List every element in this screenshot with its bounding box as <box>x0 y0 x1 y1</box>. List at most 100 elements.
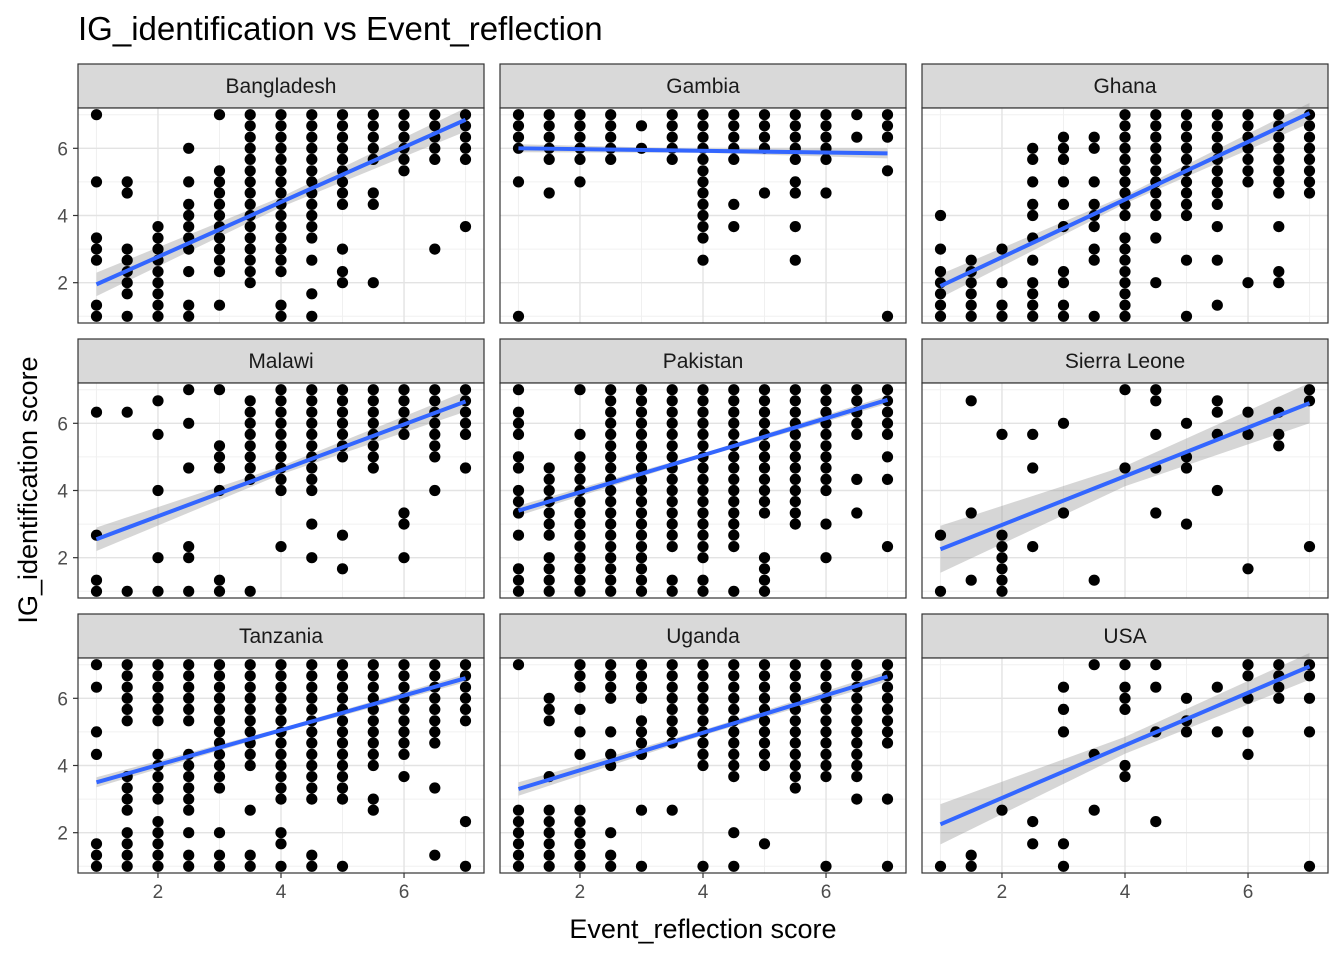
data-point <box>574 659 586 671</box>
data-point <box>213 440 226 452</box>
data-point <box>152 827 164 839</box>
data-point <box>728 451 740 463</box>
data-point <box>336 715 349 727</box>
data-point <box>275 670 287 682</box>
data-point <box>213 232 226 244</box>
data-point <box>697 462 709 474</box>
data-point <box>183 417 195 429</box>
data-point <box>574 838 586 850</box>
data-point <box>306 288 318 300</box>
data-point <box>512 451 525 463</box>
data-point <box>1057 507 1070 519</box>
data-point <box>213 771 226 783</box>
data-point <box>820 120 832 132</box>
data-point <box>574 496 586 508</box>
data-point <box>728 462 740 474</box>
data-point <box>1242 176 1254 188</box>
data-point <box>306 860 318 872</box>
data-point <box>851 726 863 738</box>
data-point <box>213 384 226 396</box>
data-point <box>697 585 709 597</box>
data-point <box>367 462 379 474</box>
data-point <box>934 529 947 541</box>
data-point <box>1211 726 1223 738</box>
x-tick-label: 2 <box>153 882 164 903</box>
data-point <box>306 153 318 165</box>
data-point <box>275 659 287 671</box>
data-point <box>275 782 287 794</box>
data-point <box>758 670 771 682</box>
data-point <box>244 176 256 188</box>
data-point <box>398 726 410 738</box>
data-point <box>398 395 410 407</box>
data-point <box>881 737 894 749</box>
data-point <box>1242 153 1254 165</box>
data-point <box>213 782 226 794</box>
data-point <box>758 659 771 671</box>
data-point <box>336 659 349 671</box>
data-point <box>121 703 133 716</box>
data-point <box>429 451 441 463</box>
data-point <box>275 406 287 418</box>
data-point <box>881 120 894 132</box>
data-point <box>336 131 349 143</box>
data-point <box>398 748 410 761</box>
data-point <box>1119 153 1131 165</box>
data-point <box>275 715 287 727</box>
data-point <box>605 529 617 541</box>
y-tick-label: 4 <box>57 482 68 503</box>
data-point <box>275 310 287 322</box>
data-point <box>574 552 586 564</box>
data-point <box>996 804 1008 816</box>
data-point <box>543 816 555 828</box>
data-point <box>728 131 740 143</box>
facet-strip-label: Pakistan <box>663 350 744 373</box>
data-point <box>336 142 349 154</box>
data-point <box>429 703 441 716</box>
data-point <box>881 692 894 704</box>
facet-strip-label: Uganda <box>666 625 740 648</box>
data-point <box>213 254 226 266</box>
data-point <box>728 827 740 839</box>
data-point <box>1057 838 1070 850</box>
data-point <box>429 395 441 407</box>
data-point <box>306 120 318 132</box>
data-point <box>306 681 318 693</box>
data-point <box>1180 417 1193 429</box>
data-point <box>306 473 318 485</box>
data-point <box>1119 299 1131 311</box>
data-point <box>1057 681 1070 693</box>
data-point <box>1242 165 1254 177</box>
data-point <box>213 726 226 738</box>
data-point <box>1119 165 1131 177</box>
data-point <box>1119 266 1131 278</box>
data-point <box>635 585 648 597</box>
data-point <box>244 395 256 407</box>
data-point <box>1150 428 1162 440</box>
data-point <box>1211 131 1223 143</box>
data-point <box>1027 153 1039 165</box>
data-point <box>244 681 256 693</box>
data-point <box>1303 692 1316 704</box>
data-point <box>1027 288 1039 300</box>
data-point <box>1211 165 1223 177</box>
data-point <box>336 860 349 872</box>
data-point <box>1180 198 1193 210</box>
data-point <box>758 681 771 693</box>
data-point <box>244 585 256 597</box>
data-point <box>574 176 586 188</box>
data-point <box>965 310 977 322</box>
data-point <box>183 384 195 396</box>
data-point <box>1180 310 1193 322</box>
data-point <box>934 860 947 872</box>
data-point <box>635 737 648 749</box>
data-point <box>543 838 555 850</box>
data-point <box>728 860 740 872</box>
data-point <box>1273 659 1285 671</box>
data-point <box>336 109 349 121</box>
data-point <box>459 681 472 693</box>
data-point <box>183 310 195 322</box>
data-point <box>728 153 740 165</box>
data-point <box>459 109 472 121</box>
data-point <box>244 804 256 816</box>
